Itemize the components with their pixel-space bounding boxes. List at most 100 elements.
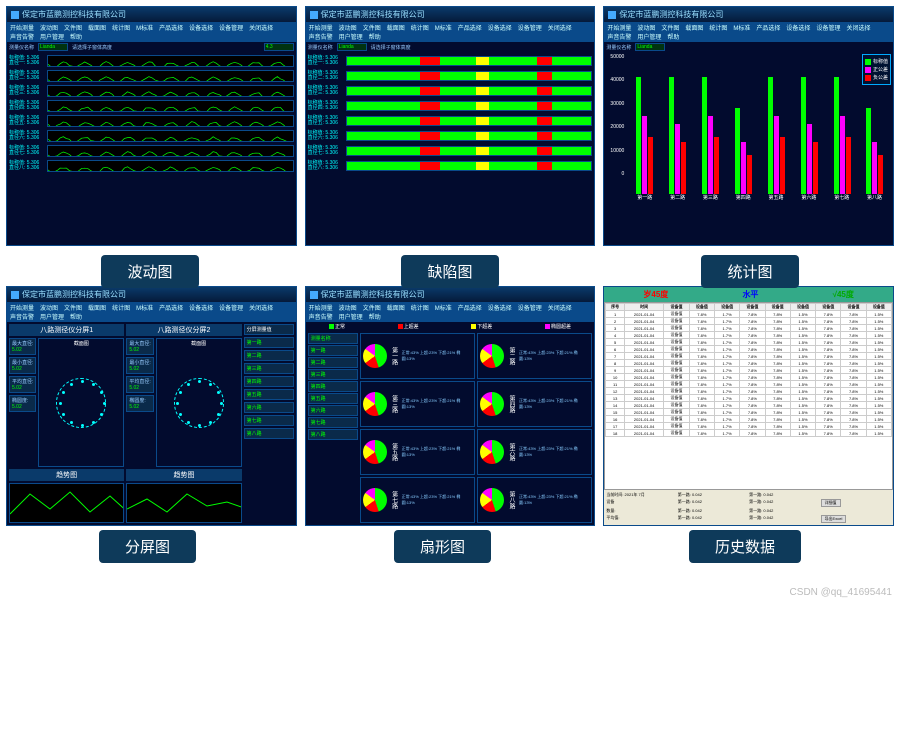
defect-bar bbox=[346, 116, 593, 126]
menu-item[interactable]: 统计图 bbox=[109, 23, 133, 32]
table-row[interactable]: 112021-01-04设备值7.8%1.7%7.8%7.8%1.5%7.8%7… bbox=[606, 381, 892, 388]
menu-item[interactable]: 帮助 bbox=[366, 32, 384, 41]
height-input[interactable] bbox=[264, 43, 294, 51]
menu-item[interactable]: 统计图 bbox=[408, 23, 432, 32]
name-input[interactable] bbox=[635, 43, 665, 51]
menu-item[interactable]: 波动图 bbox=[37, 23, 61, 32]
menu-item[interactable]: 文件图 bbox=[61, 23, 85, 32]
menu-item[interactable]: 关闭选择 bbox=[246, 303, 276, 312]
table-row[interactable]: 12021-01-04设备值7.8%1.7%7.8%7.8%1.5%7.8%7.… bbox=[606, 311, 892, 318]
table-row[interactable]: 182021-01-04设备值7.8%1.7%7.8%7.8%1.5%7.8%7… bbox=[606, 430, 892, 437]
table-row[interactable]: 82021-01-04设备值7.8%1.7%7.8%7.8%1.5%7.8%7.… bbox=[606, 360, 892, 367]
menu-item[interactable]: M标准 bbox=[730, 23, 753, 32]
menu-item[interactable]: 波动图 bbox=[634, 23, 658, 32]
menu-item[interactable]: M标准 bbox=[432, 23, 455, 32]
table-row[interactable]: 122021-01-04设备值7.8%1.7%7.8%7.8%1.5%7.8%7… bbox=[606, 388, 892, 395]
menu-item[interactable]: 设备选择 bbox=[186, 23, 216, 32]
label-stats: 统计图 bbox=[701, 255, 798, 288]
menu-item[interactable]: 波动图 bbox=[336, 23, 360, 32]
menu-item[interactable]: 统计图 bbox=[706, 23, 730, 32]
menu-item[interactable]: 统计图 bbox=[408, 303, 432, 312]
y-axis: 50000400003000020000100000 bbox=[606, 54, 626, 177]
menu-item[interactable]: 设备管理 bbox=[813, 23, 843, 32]
menu-item[interactable]: M标准 bbox=[133, 23, 156, 32]
menu-item[interactable]: 开始测量 bbox=[604, 23, 634, 32]
menu-item[interactable]: 波动图 bbox=[336, 303, 360, 312]
table-row[interactable]: 62021-01-04设备值7.8%1.7%7.8%7.8%1.5%7.8%7.… bbox=[606, 346, 892, 353]
menu-item[interactable]: M标准 bbox=[432, 303, 455, 312]
wave-chart bbox=[47, 130, 294, 142]
section-label: 截面图 bbox=[191, 340, 206, 347]
menu-item[interactable]: 波动图 bbox=[37, 303, 61, 312]
menu-item[interactable]: 设备管理 bbox=[216, 23, 246, 32]
menu-item[interactable]: 文件图 bbox=[61, 303, 85, 312]
menu-item[interactable]: 设备管理 bbox=[515, 23, 545, 32]
wave-label: 标称值: 5.306直径三: 5.306 bbox=[9, 86, 47, 97]
menu-item[interactable]: 用户管理 bbox=[634, 32, 664, 41]
table-row[interactable]: 142021-01-04设备值7.8%1.7%7.8%7.8%1.5%7.8%7… bbox=[606, 402, 892, 409]
table-row[interactable]: 52021-01-04设备值7.8%1.7%7.8%7.8%1.5%7.8%7.… bbox=[606, 339, 892, 346]
menu-item[interactable]: 帮助 bbox=[67, 312, 85, 321]
menu-item[interactable]: 设备选择 bbox=[485, 23, 515, 32]
menu-item[interactable]: 载面图 bbox=[85, 303, 109, 312]
menu-item[interactable]: 开始测量 bbox=[306, 303, 336, 312]
menu-item[interactable]: 声音告警 bbox=[7, 312, 37, 321]
menu-item[interactable]: M标准 bbox=[133, 303, 156, 312]
menu-item[interactable]: 设备管理 bbox=[515, 303, 545, 312]
menu-item[interactable]: 用户管理 bbox=[37, 32, 67, 41]
prompt-label: 请选择子窗体高度 bbox=[371, 44, 411, 51]
menu-item[interactable]: 关闭选择 bbox=[246, 23, 276, 32]
menu-item[interactable]: 帮助 bbox=[664, 32, 682, 41]
table-row[interactable]: 162021-01-04设备值7.8%1.7%7.8%7.8%1.5%7.8%7… bbox=[606, 416, 892, 423]
menu-item[interactable]: 统计图 bbox=[109, 303, 133, 312]
menu-item[interactable]: 文件图 bbox=[360, 303, 384, 312]
name-input[interactable] bbox=[337, 43, 367, 51]
menu-item[interactable]: 产品选择 bbox=[455, 303, 485, 312]
menu-item[interactable]: 设备选择 bbox=[485, 303, 515, 312]
menu-item[interactable]: 设备选择 bbox=[186, 303, 216, 312]
table-row[interactable]: 102021-01-04设备值7.8%1.7%7.8%7.8%1.5%7.8%7… bbox=[606, 374, 892, 381]
table-row[interactable]: 172021-01-04设备值7.8%1.7%7.8%7.8%1.5%7.8%7… bbox=[606, 423, 892, 430]
menu-item[interactable]: 关闭选择 bbox=[843, 23, 873, 32]
table-row[interactable]: 22021-01-04设备值7.8%1.7%7.8%7.8%1.5%7.8%7.… bbox=[606, 318, 892, 325]
titlebar: 保定市蓝鹏测控科技有限公司 bbox=[604, 7, 893, 22]
menu-item[interactable]: 载面图 bbox=[384, 303, 408, 312]
menu-item[interactable]: 帮助 bbox=[366, 312, 384, 321]
split-col-2: 八路测径仪分屏2 最大直径:5.02最小直径:5.02平均直径:5.02椭圆度:… bbox=[126, 324, 241, 523]
menu-item[interactable]: 载面图 bbox=[384, 23, 408, 32]
menu-item[interactable]: 产品选择 bbox=[156, 23, 186, 32]
menu-item[interactable]: 开始测量 bbox=[306, 23, 336, 32]
menu-item[interactable]: 用户管理 bbox=[37, 312, 67, 321]
menu-item[interactable]: 载面图 bbox=[85, 23, 109, 32]
table-row[interactable]: 132021-01-04设备值7.8%1.7%7.8%7.8%1.5%7.8%7… bbox=[606, 395, 892, 402]
menu-item[interactable]: 设备管理 bbox=[216, 303, 246, 312]
name-input[interactable] bbox=[38, 43, 68, 51]
menu-item[interactable]: 产品选择 bbox=[156, 303, 186, 312]
menu-item[interactable]: 用户管理 bbox=[336, 312, 366, 321]
table-row[interactable]: 72021-01-04设备值7.8%1.7%7.8%7.8%1.5%7.8%7.… bbox=[606, 353, 892, 360]
pie-label: 第一路 bbox=[390, 347, 399, 365]
table-row[interactable]: 42021-01-04设备值7.8%1.7%7.8%7.8%1.5%7.8%7.… bbox=[606, 332, 892, 339]
table-row[interactable]: 32021-01-04设备值7.8%1.7%7.8%7.8%1.5%7.8%7.… bbox=[606, 325, 892, 332]
menu-item[interactable]: 声音告警 bbox=[306, 32, 336, 41]
table-row[interactable]: 92021-01-04设备值7.8%1.7%7.8%7.8%1.5%7.8%7.… bbox=[606, 367, 892, 374]
menu-item[interactable]: 用户管理 bbox=[336, 32, 366, 41]
menu-item[interactable]: 文件图 bbox=[360, 23, 384, 32]
pie-cell: 第三路正常:43% 上超:23% 下超:21% 椭圆:13% bbox=[360, 381, 475, 427]
menu-item[interactable]: 开始测量 bbox=[7, 23, 37, 32]
menu-item[interactable]: 产品选择 bbox=[753, 23, 783, 32]
menu-item[interactable]: 声音告警 bbox=[7, 32, 37, 41]
menu-item[interactable]: 帮助 bbox=[67, 32, 85, 41]
menu-item[interactable]: 开始测量 bbox=[7, 303, 37, 312]
menu-item[interactable]: 关闭选择 bbox=[545, 23, 575, 32]
menu-item[interactable]: 文件图 bbox=[658, 23, 682, 32]
side-val: 第八路 bbox=[244, 428, 294, 439]
table-row[interactable]: 152021-01-04设备值7.8%1.7%7.8%7.8%1.5%7.8%7… bbox=[606, 409, 892, 416]
menu-item[interactable]: 产品选择 bbox=[455, 23, 485, 32]
menu-item[interactable]: 设备选择 bbox=[783, 23, 813, 32]
menu-item[interactable]: 关闭选择 bbox=[545, 303, 575, 312]
menu-item[interactable]: 声音告警 bbox=[306, 312, 336, 321]
menu-item[interactable]: 载面图 bbox=[682, 23, 706, 32]
menu-item[interactable]: 声音告警 bbox=[604, 32, 634, 41]
detail-button[interactable]: 详细值 bbox=[821, 499, 841, 507]
